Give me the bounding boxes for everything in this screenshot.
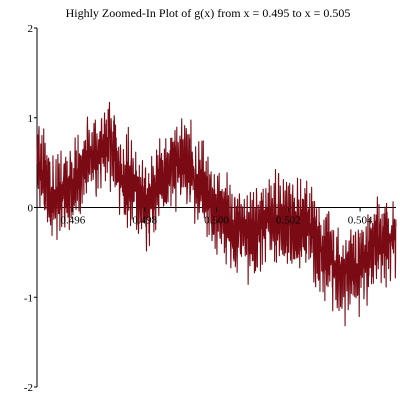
series-line <box>36 101 397 327</box>
y-tick-label: 1 <box>28 113 34 125</box>
chart-title: Highly Zoomed-In Plot of g(x) from x = 0… <box>66 6 351 20</box>
x-tick-label: 0.502 <box>276 215 301 227</box>
y-tick-label: 2 <box>28 23 34 35</box>
y-tick-label: -2 <box>24 382 33 394</box>
y-tick-label: -1 <box>24 292 33 304</box>
series-layer <box>36 101 397 327</box>
x-tick-label: 0.500 <box>204 215 229 227</box>
ticks-layer: -2 -1 0 1 2 0.496 0.498 0.500 0.502 0.504 <box>24 23 373 394</box>
x-tick-label: 0.504 <box>348 215 373 227</box>
y-tick-label: 0 <box>28 203 34 215</box>
x-tick-label: 0.496 <box>61 215 86 227</box>
x-tick-label: 0.498 <box>132 215 157 227</box>
